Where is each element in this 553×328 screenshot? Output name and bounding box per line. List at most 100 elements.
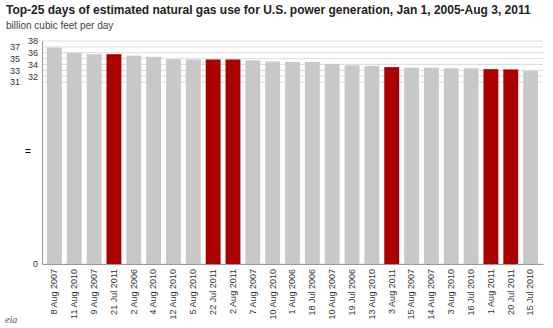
title-line: Top-25 days of estimated natural gas use… <box>6 3 531 17</box>
grid-line <box>42 46 543 47</box>
bar <box>245 60 260 264</box>
x-tick-label: 7 Aug 2007 <box>248 269 258 315</box>
bars <box>47 47 538 264</box>
grid-line <box>42 41 543 42</box>
x-tick-label: 15 Aug 2007 <box>406 269 416 320</box>
bar <box>226 59 241 264</box>
x-tick-label: 19 Jul 2006 <box>347 269 357 316</box>
bar <box>206 59 221 264</box>
x-tick: 15 Jul 2010 <box>525 264 535 316</box>
x-tick-label: 3 Aug 2011 <box>387 269 397 314</box>
bar <box>503 69 518 264</box>
y-axis: 03132333435363738 <box>10 36 43 269</box>
x-tick: 15 Aug 2007 <box>406 264 416 320</box>
bar <box>305 62 320 264</box>
bar <box>265 62 280 264</box>
y-tick-label: 31 <box>10 77 20 87</box>
y-tick-label: 33 <box>10 66 20 76</box>
x-tick: 11 Aug 2010 <box>69 264 79 319</box>
x-tick-label: 8 Aug 2007 <box>49 269 59 315</box>
bar <box>483 69 498 264</box>
axis-break: = <box>25 146 31 157</box>
bar <box>87 54 102 264</box>
bar <box>384 67 399 264</box>
y-axis-line <box>42 42 43 265</box>
x-tick: 1 Aug 2011 <box>486 264 496 314</box>
x-tick: 2 Aug 2011 <box>228 264 238 314</box>
bar <box>146 57 161 264</box>
bar <box>424 68 439 264</box>
x-tick-label: 18 Jul 2006 <box>307 269 317 316</box>
x-tick: 18 Jul 2006 <box>307 264 317 316</box>
plot: 031323334353637388 Aug 200711 Aug 20109 … <box>10 36 544 319</box>
y-tick-label: 37 <box>10 42 20 52</box>
title: Top-25 days of estimated natural gas use… <box>6 3 531 17</box>
x-tick: 20 Jul 2011 <box>506 264 516 315</box>
subtitle: billion cubic feet per day <box>6 20 113 31</box>
x-axis-line <box>43 264 544 265</box>
x-tick: 14 Aug 2007 <box>426 264 436 320</box>
x-tick-label: 15 Jul 2010 <box>525 269 535 316</box>
x-tick: 5 Aug 2010 <box>188 264 198 315</box>
y-tick-label: 38 <box>28 36 38 46</box>
x-tick-label: 2 Aug 2006 <box>129 269 139 315</box>
x-tick-label: 16 Jul 2010 <box>466 269 476 316</box>
x-tick-label: 3 Aug 2010 <box>446 269 456 315</box>
bar <box>325 64 340 264</box>
x-tick: 3 Aug 2011 <box>387 264 397 314</box>
x-tick: 8 Aug 2007 <box>49 264 59 315</box>
y-tick: 38 <box>28 36 42 46</box>
x-tick-label: 2 Aug 2011 <box>228 269 238 314</box>
x-tick-label: 1 Aug 2006 <box>287 269 297 315</box>
x-tick: 9 Aug 2007 <box>89 264 99 315</box>
x-tick: 2 Aug 2006 <box>129 264 139 315</box>
bar <box>67 53 82 264</box>
x-tick-label: 9 Aug 2007 <box>89 269 99 315</box>
x-tick: 4 Aug 2010 <box>148 264 158 315</box>
x-tick-label: 10 Aug 2010 <box>268 269 278 320</box>
x-tick: 22 Jul 2011 <box>208 264 218 315</box>
x-tick: 7 Aug 2007 <box>248 264 258 315</box>
bar <box>186 59 201 264</box>
logo: eia <box>5 314 17 325</box>
y-tick: 0 <box>33 259 42 269</box>
bar <box>464 68 479 264</box>
bar <box>364 66 379 264</box>
x-tick-label: 5 Aug 2010 <box>188 269 198 315</box>
x-tick-label: 20 Jul 2011 <box>506 269 516 315</box>
x-tick-label: 10 Aug 2007 <box>327 269 337 320</box>
y-tick-label: 32 <box>28 72 38 82</box>
x-tick-label: 13 Aug 2010 <box>367 269 377 320</box>
y-tick: 36 <box>28 48 42 58</box>
y-tick-label: 36 <box>28 48 38 58</box>
bar <box>523 71 538 264</box>
grid <box>42 41 543 264</box>
x-tick-label: 14 Aug 2007 <box>426 269 436 320</box>
x-axis: 8 Aug 2007 11 Aug 2010 9 Aug 2007 21 Jul 20… <box>43 264 544 320</box>
x-tick-label: 22 Jul 2011 <box>208 269 218 315</box>
y-tick-label: 34 <box>28 60 38 70</box>
x-tick: 10 Aug 2007 <box>327 264 337 320</box>
x-tick-label: 21 Jul 2011 <box>109 269 119 315</box>
y-tick: 32 <box>28 72 42 82</box>
bar <box>106 54 121 264</box>
bar <box>166 59 181 264</box>
bar <box>404 68 419 264</box>
y-tick-label: 0 <box>33 259 38 269</box>
x-tick: 12 Aug 2010 <box>168 264 178 320</box>
x-tick: 13 Aug 2010 <box>367 264 377 320</box>
x-tick: 21 Jul 2011 <box>109 264 119 315</box>
x-tick-label: 4 Aug 2010 <box>148 269 158 315</box>
x-tick: 16 Jul 2010 <box>466 264 476 316</box>
bar <box>285 62 300 264</box>
x-tick: 1 Aug 2006 <box>287 264 297 315</box>
y-tick: 34 <box>28 60 42 70</box>
bar <box>444 68 459 264</box>
x-tick-label: 12 Aug 2010 <box>168 269 178 320</box>
x-tick-label: 1 Aug 2011 <box>486 269 496 314</box>
x-tick: 10 Aug 2010 <box>268 264 278 320</box>
bar <box>47 47 62 264</box>
x-tick: 3 Aug 2010 <box>446 264 456 315</box>
bar <box>345 65 360 264</box>
x-tick: 19 Jul 2006 <box>347 264 357 316</box>
